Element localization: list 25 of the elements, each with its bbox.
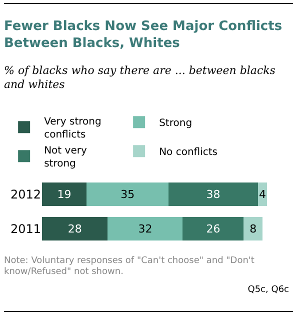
text: Q5c, Q6c — [248, 285, 289, 295]
data-label: 19 — [57, 188, 72, 201]
data-label: 32 — [138, 222, 152, 236]
chart-subtitle: % of blacks who say there are ... between blacks and whites — [4, 64, 276, 92]
bar — [108, 217, 183, 240]
data-label: 26 — [206, 222, 220, 236]
bar — [42, 217, 108, 240]
bar — [168, 182, 258, 206]
data-label: 35 — [120, 188, 135, 201]
legend-label: No conflicts — [159, 147, 218, 158]
data-label: 8 — [250, 222, 257, 236]
y-tick-label: 2011 — [10, 222, 41, 236]
legend-label: Strong — [159, 118, 192, 130]
bar — [86, 182, 169, 206]
legend-label: Very strong conflicts — [44, 116, 102, 141]
bar — [244, 217, 262, 240]
legend-label: Not very strong — [44, 146, 87, 170]
bar — [182, 217, 244, 240]
data-label: 4 — [258, 188, 266, 201]
bar — [42, 182, 87, 206]
text: Note: Voluntary responses of "Can't choose" and "Don't know/Refused" not shown. — [4, 256, 256, 278]
data-label: 38 — [206, 188, 220, 201]
chart-title: Fewer Blacks Now See Major Conflicts Between Blacks, Whites — [4, 18, 284, 52]
y-tick-label: 2012 — [10, 187, 41, 202]
data-label: 28 — [68, 222, 82, 236]
